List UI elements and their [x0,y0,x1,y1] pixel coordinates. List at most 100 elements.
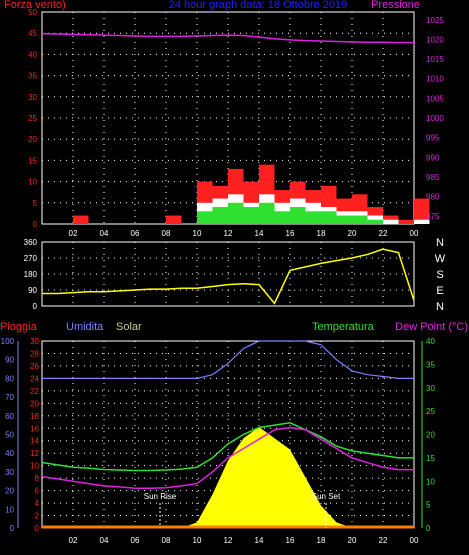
wind-avg-bar [336,215,352,224]
wind-gust-bar [166,215,182,224]
rain-y-tick: 24 [30,374,39,383]
wind-y-tick: 40 [28,50,37,59]
direction-y-tick: 90 [28,286,37,295]
wind-panel: 02 04 06 08 10 12 14 16 18 20 22 000510152025303540… [28,8,444,238]
wind-y-tick: 0 [33,220,38,229]
wind-y-tick: 50 [28,8,37,17]
weather-x-tick: 04 [100,536,109,545]
weather-x-tick: 16 [286,536,295,545]
temperature-y-tick: 5 [426,501,431,510]
rain-y-tick: 2 [35,512,40,521]
pressure-y-tick: 1005 [426,94,444,103]
rain-y-tick: 10 [30,462,39,471]
rain-y-tick: 22 [30,387,39,396]
rain-y-tick: 30 [30,337,39,346]
weather-x-tick: 18 [317,536,326,545]
temperature-y-tick: 35 [426,360,435,369]
wind-x-tick: 08 [162,229,171,238]
sunrise-annotation: Sun Rise [144,492,177,501]
rain-y-tick: 14 [30,437,39,446]
wind-avg-bar [290,207,306,224]
wind-y-tick: 10 [28,178,37,187]
direction-y-tick: 0 [33,302,38,311]
wind-x-tick: 16 [286,229,295,238]
compass-label: W [435,253,446,265]
weather-x-tick: 02 [69,536,78,545]
humidity-y-tick: 20 [5,487,14,496]
compass-label: N [436,237,444,249]
wind-y-tick: 45 [28,29,37,38]
humidity-y-tick: 30 [5,468,14,477]
humidity-y-tick: 60 [5,412,14,421]
rain-y-tick: 6 [35,487,40,496]
rain-y-tick: 16 [30,424,39,433]
temperature-line [41,422,414,472]
temperature-y-tick: 30 [426,384,435,393]
pressure-y-tick: 975 [426,212,440,221]
wind-y-tick: 25 [28,114,37,123]
wind-avg-bar [274,211,290,224]
rain-y-tick: 12 [30,449,39,458]
direction-line [42,248,415,305]
wind-x-tick: 14 [255,229,264,238]
label-solar: Solar [116,321,142,333]
pressure-y-tick: 1000 [426,114,444,123]
temperature-y-tick: 20 [426,431,435,440]
rain-y-tick: 20 [30,399,39,408]
wind-x-tick: 18 [317,229,326,238]
solar-area [42,427,414,528]
wind-avg-bar [367,219,383,224]
wind-avg-bar [197,211,213,224]
wind-x-tick: 12 [224,229,233,238]
pressure-y-tick: 1020 [426,35,444,44]
rain-y-tick: 26 [30,362,39,371]
label-rain: Pioggia [0,321,38,333]
wind-avg-bar [352,215,368,224]
wind-y-tick: 20 [28,135,37,144]
weather-x-tick: 06 [131,536,140,545]
wind-x-tick: 06 [131,229,140,238]
pressure-y-tick: 1015 [426,55,444,64]
rain-y-tick: 0 [35,524,40,533]
weather-x-tick: 00 [410,536,419,545]
temperature-y-tick: 25 [426,407,435,416]
pressure-line [41,32,414,44]
wind-avg-bar [228,202,244,224]
wind-y-tick: 35 [28,72,37,81]
humidity-y-tick: 80 [5,374,14,383]
wind-y-tick: 30 [28,93,37,102]
wind-x-tick: 22 [379,229,388,238]
wind-avg-bar [321,211,337,224]
compass-label: S [436,269,443,281]
wind-avg-bar [243,207,259,224]
wind-x-tick: 10 [193,229,202,238]
compass-label: N [436,301,444,313]
wind-x-tick: 02 [69,229,78,238]
humidity-y-tick: 70 [5,393,14,402]
weather-panel: 02 04 06 08 10 12 14 16 18 20 22 000246810121416182… [1,337,436,545]
temperature-y-tick: 40 [426,337,435,346]
humidity-y-tick: 40 [5,449,14,458]
humidity-y-tick: 50 [5,431,14,440]
weather-x-tick: 20 [348,536,357,545]
sunset-annotation: Sun Set [312,492,341,501]
wind-avg-bar [212,207,228,224]
rain-y-tick: 28 [30,349,39,358]
pressure-y-tick: 990 [426,153,440,162]
humidity-y-tick: 0 [10,524,15,533]
pressure-y-tick: 980 [426,193,440,202]
pressure-y-tick: 1010 [426,75,444,84]
weather-x-tick: 10 [193,536,202,545]
weather-x-tick: 14 [255,536,264,545]
humidity-y-tick: 90 [5,356,14,365]
header-right-label: Pressione [371,0,420,11]
direction-y-tick: 360 [24,238,38,247]
page-title: 24 hour graph data: 18 Ottobre 2019 [169,0,348,11]
wind-x-tick: 04 [100,229,109,238]
wind-avg-bar [259,202,275,224]
temperature-y-tick: 0 [426,524,431,533]
weather-x-tick: 22 [379,536,388,545]
rain-y-tick: 18 [30,412,39,421]
